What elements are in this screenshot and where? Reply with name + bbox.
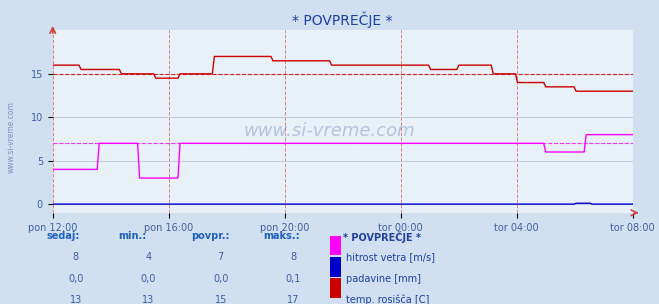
Text: 0,0: 0,0 — [68, 274, 84, 284]
Text: 0,0: 0,0 — [213, 274, 229, 284]
Text: padavine [mm]: padavine [mm] — [346, 274, 421, 284]
Text: min.:: min.: — [119, 231, 147, 241]
Text: www.si-vreme.com: www.si-vreme.com — [7, 101, 16, 173]
Text: 17: 17 — [287, 295, 299, 304]
Text: 13: 13 — [70, 295, 82, 304]
Text: 0,0: 0,0 — [140, 274, 156, 284]
Text: 15: 15 — [215, 295, 227, 304]
Text: 8: 8 — [72, 252, 79, 262]
Text: maks.:: maks.: — [264, 231, 301, 241]
Text: povpr.:: povpr.: — [191, 231, 229, 241]
Title: * POVPREČJE *: * POVPREČJE * — [293, 11, 393, 28]
Text: temp. rosišča [C]: temp. rosišča [C] — [346, 295, 430, 304]
Text: sedaj:: sedaj: — [46, 231, 80, 241]
Text: * POVPREČJE *: * POVPREČJE * — [343, 231, 420, 243]
Text: hitrost vetra [m/s]: hitrost vetra [m/s] — [346, 252, 435, 262]
Text: 8: 8 — [290, 252, 297, 262]
Text: 4: 4 — [145, 252, 152, 262]
Text: www.si-vreme.com: www.si-vreme.com — [244, 122, 415, 140]
Text: 0,1: 0,1 — [285, 274, 301, 284]
Text: 7: 7 — [217, 252, 224, 262]
Text: 13: 13 — [142, 295, 154, 304]
